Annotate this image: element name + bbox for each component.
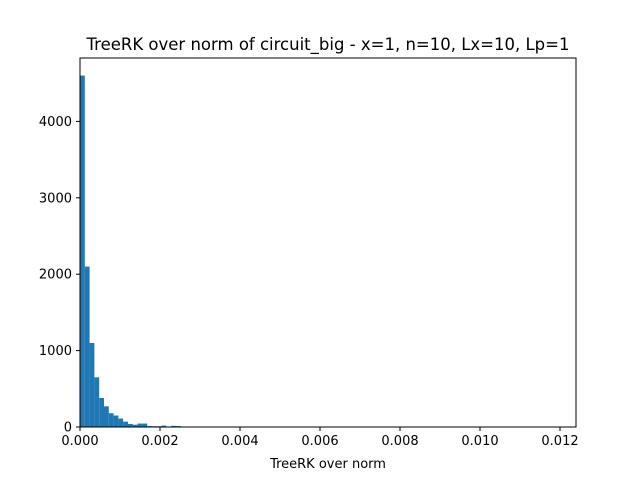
x-tick-label: 0.004 <box>221 434 258 449</box>
axes-layer: 0.000 0.002 0.004 0.006 0.008 0.010 0.012 0 1000… <box>39 57 579 449</box>
histogram-bar <box>89 342 95 427</box>
histogram-bar <box>118 418 124 427</box>
histogram-bar <box>132 424 138 427</box>
bars-layer <box>80 75 220 427</box>
x-tick-label: 0.010 <box>461 434 498 449</box>
histogram-bar <box>123 421 128 427</box>
y-tick-label: 3000 <box>39 191 72 206</box>
x-tick-label: 0.000 <box>61 434 98 449</box>
plot-frame <box>79 57 577 428</box>
histogram-bar <box>94 377 100 427</box>
histogram-bar <box>108 413 114 427</box>
histogram-bar <box>137 423 143 427</box>
x-axis-title: TreeRK over norm <box>269 457 386 472</box>
histogram-bar <box>142 423 148 427</box>
x-tick-label: 0.012 <box>541 434 578 449</box>
x-tick-label: 0.002 <box>141 434 178 449</box>
histogram-bar <box>171 425 176 427</box>
y-tick-label: 0 <box>64 421 72 436</box>
histogram-bar <box>113 415 119 427</box>
chart-title: TreeRK over norm of circuit_big - x=1, n… <box>86 35 570 55</box>
x-tick-label: 0.008 <box>381 434 418 449</box>
histogram-bar <box>99 397 104 427</box>
histogram-bar <box>128 423 133 427</box>
histogram-bar <box>161 425 167 427</box>
y-tick-label: 4000 <box>39 115 72 130</box>
y-tick-label: 1000 <box>39 344 72 359</box>
histogram-bar <box>84 266 90 427</box>
histogram-bar <box>80 75 85 427</box>
x-tick-label: 0.006 <box>301 434 338 449</box>
histogram-bar <box>104 406 109 427</box>
y-tick-label: 2000 <box>39 268 72 283</box>
